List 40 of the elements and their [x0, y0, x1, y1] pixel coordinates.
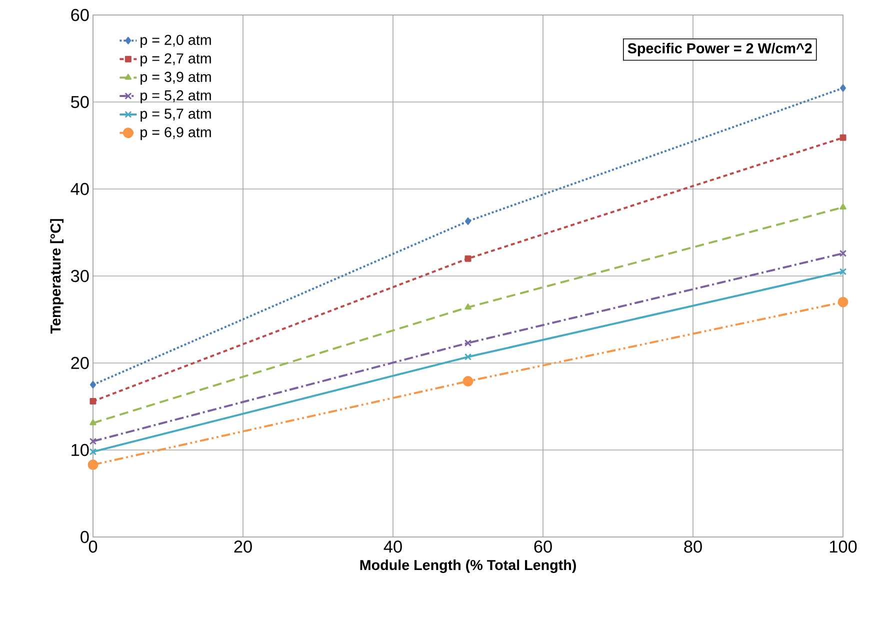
point — [465, 217, 471, 225]
x-tick-label: 40 — [384, 540, 402, 553]
point — [90, 419, 96, 426]
x-tick-label: 60 — [534, 540, 552, 553]
x-tick-label: 0 — [88, 540, 98, 553]
point — [88, 460, 98, 470]
point — [89, 438, 97, 445]
legend-label: p = 6,9 atm — [140, 127, 211, 140]
point — [838, 296, 848, 308]
y-tick-label: 30 — [70, 270, 89, 282]
legend-label: p = 2,7 atm — [140, 53, 211, 66]
point — [90, 398, 96, 405]
point — [839, 250, 847, 257]
point — [839, 268, 847, 276]
y-tick-label: 20 — [71, 356, 89, 370]
point — [90, 381, 96, 388]
legend-label: p = 5,7 atm — [140, 108, 211, 122]
point — [464, 353, 472, 360]
x-tick-label: 80 — [684, 540, 702, 553]
y-tick-label: 60 — [71, 8, 89, 22]
x-tick-label: 20 — [234, 540, 252, 553]
point — [840, 204, 846, 210]
legend-label: p = 5,2 atm — [140, 90, 211, 104]
point — [89, 448, 97, 456]
legend-label: p = 2,0 atm — [140, 34, 211, 48]
y-tick-label: 40 — [70, 182, 89, 196]
point — [462, 376, 474, 386]
y-tick-label: 10 — [72, 444, 89, 456]
point — [464, 339, 472, 347]
point — [840, 84, 846, 92]
annotation: Specific Power = 2 W/cm^2 — [628, 42, 812, 56]
point — [464, 304, 472, 310]
point — [840, 134, 846, 141]
y-tick-label: 50 — [71, 96, 89, 108]
y-axis-title: Temperature [°C] — [50, 219, 64, 334]
x-axis-title: Module Length (% Total Length) — [360, 560, 576, 573]
legend-label: p = 3,9 atm — [140, 72, 211, 85]
y-tick-label: 0 — [80, 530, 89, 544]
point — [464, 255, 472, 262]
x-tick-label: 100 — [830, 540, 857, 553]
